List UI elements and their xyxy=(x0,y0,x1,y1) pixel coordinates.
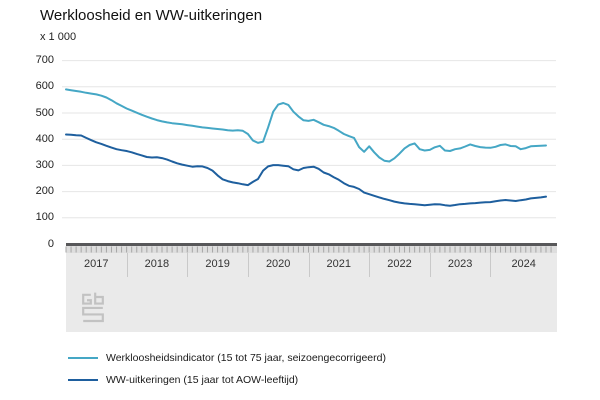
cbs-logo xyxy=(82,292,104,323)
y-axis-tick-label: 300 xyxy=(35,158,54,171)
x-axis-year-label: 2020 xyxy=(265,258,291,270)
y-axis-tick-label: 0 xyxy=(47,237,54,250)
y-axis-unit-label: x 1 000 xyxy=(40,31,77,43)
legend-item-ww-uitkeringen: WW-uitkeringen (15 jaar tot AOW-leeftijd… xyxy=(68,369,386,391)
y-axis-tick-label: 400 xyxy=(35,132,54,145)
series-line-1 xyxy=(65,133,547,207)
y-axis-tick-label: 200 xyxy=(35,185,54,198)
year-divider xyxy=(126,253,128,277)
year-divider xyxy=(247,253,249,277)
x-axis-year-label: 2021 xyxy=(326,258,352,270)
year-divider xyxy=(369,253,371,277)
cbs-logo-c xyxy=(82,293,92,305)
year-divider xyxy=(429,253,431,277)
legend-label-werkloosheidsindicator: Werkloosheidsindicator (15 tot 75 jaar, … xyxy=(106,352,386,364)
legend-item-werkloosheidsindicator: Werkloosheidsindicator (15 tot 75 jaar, … xyxy=(68,347,386,369)
cbs-logo-b xyxy=(94,292,104,305)
gridlines xyxy=(62,60,556,219)
x-axis-year-label: 2024 xyxy=(511,258,536,270)
x-axis-year-band: 2017 2018 2019 2020 2021 2022 2023 2024 xyxy=(66,253,557,332)
x-axis-year-label: 2018 xyxy=(144,258,170,270)
x-axis-year-label: 2017 xyxy=(84,258,109,270)
y-axis-tick-label: 100 xyxy=(35,211,54,224)
x-axis-year-label: 2023 xyxy=(447,258,473,270)
chart-legend: Werkloosheidsindicator (15 tot 75 jaar, … xyxy=(68,347,386,391)
y-axis-tick-label: 600 xyxy=(35,80,54,93)
legend-label-ww-uitkeringen: WW-uitkeringen (15 jaar tot AOW-leeftijd… xyxy=(106,374,299,386)
y-axis-tick-label: 500 xyxy=(35,106,54,119)
legend-swatch-ww-uitkeringen-icon xyxy=(68,379,98,381)
chart-title: Werkloosheid en WW-uitkeringen xyxy=(40,7,263,24)
year-divider xyxy=(490,253,492,277)
year-divider xyxy=(308,253,310,277)
x-axis-year-label: 2019 xyxy=(205,258,230,270)
cbs-logo-s xyxy=(82,306,104,323)
series-line-0 xyxy=(65,88,547,163)
x-axis-year-label: 2022 xyxy=(387,258,412,270)
legend-swatch-werkloosheidsindicator-icon xyxy=(68,357,98,359)
y-axis-tick-label: 700 xyxy=(35,54,54,67)
x-axis-ruler xyxy=(65,243,557,253)
year-divider xyxy=(187,253,189,277)
